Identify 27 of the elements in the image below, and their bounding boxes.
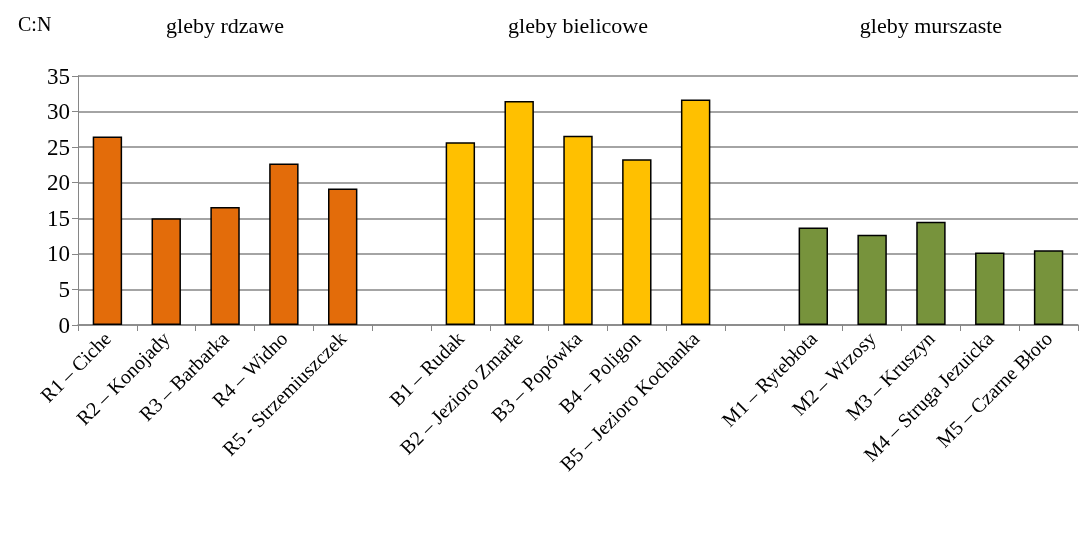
bar [798, 227, 828, 325]
bar [92, 136, 123, 325]
y-tick-label: 0 [58, 312, 70, 338]
y-tick-label: 35 [47, 63, 70, 89]
text: gleby bielicowe [508, 12, 648, 38]
bar [269, 163, 299, 325]
bar [504, 100, 534, 325]
bar [563, 135, 593, 325]
bar [857, 234, 887, 325]
y-tick-label: 5 [58, 276, 70, 302]
bar [151, 218, 181, 325]
bar [916, 221, 946, 325]
y-tick-label: 10 [47, 241, 70, 267]
bar [1033, 250, 1064, 325]
bar [680, 99, 711, 325]
text: gleby rdzawe [166, 12, 284, 38]
text: gleby murszaste [859, 12, 1003, 38]
bar [328, 188, 358, 325]
y-tick-label: 30 [47, 99, 70, 125]
y-tick-label: 25 [47, 134, 70, 160]
bar [445, 142, 476, 325]
bar [975, 252, 1005, 325]
y-tick-label: 15 [47, 205, 70, 231]
y-axis-title: C:N [18, 13, 52, 35]
bar [622, 159, 652, 325]
bar [210, 206, 240, 325]
y-tick-label: 20 [47, 170, 70, 196]
